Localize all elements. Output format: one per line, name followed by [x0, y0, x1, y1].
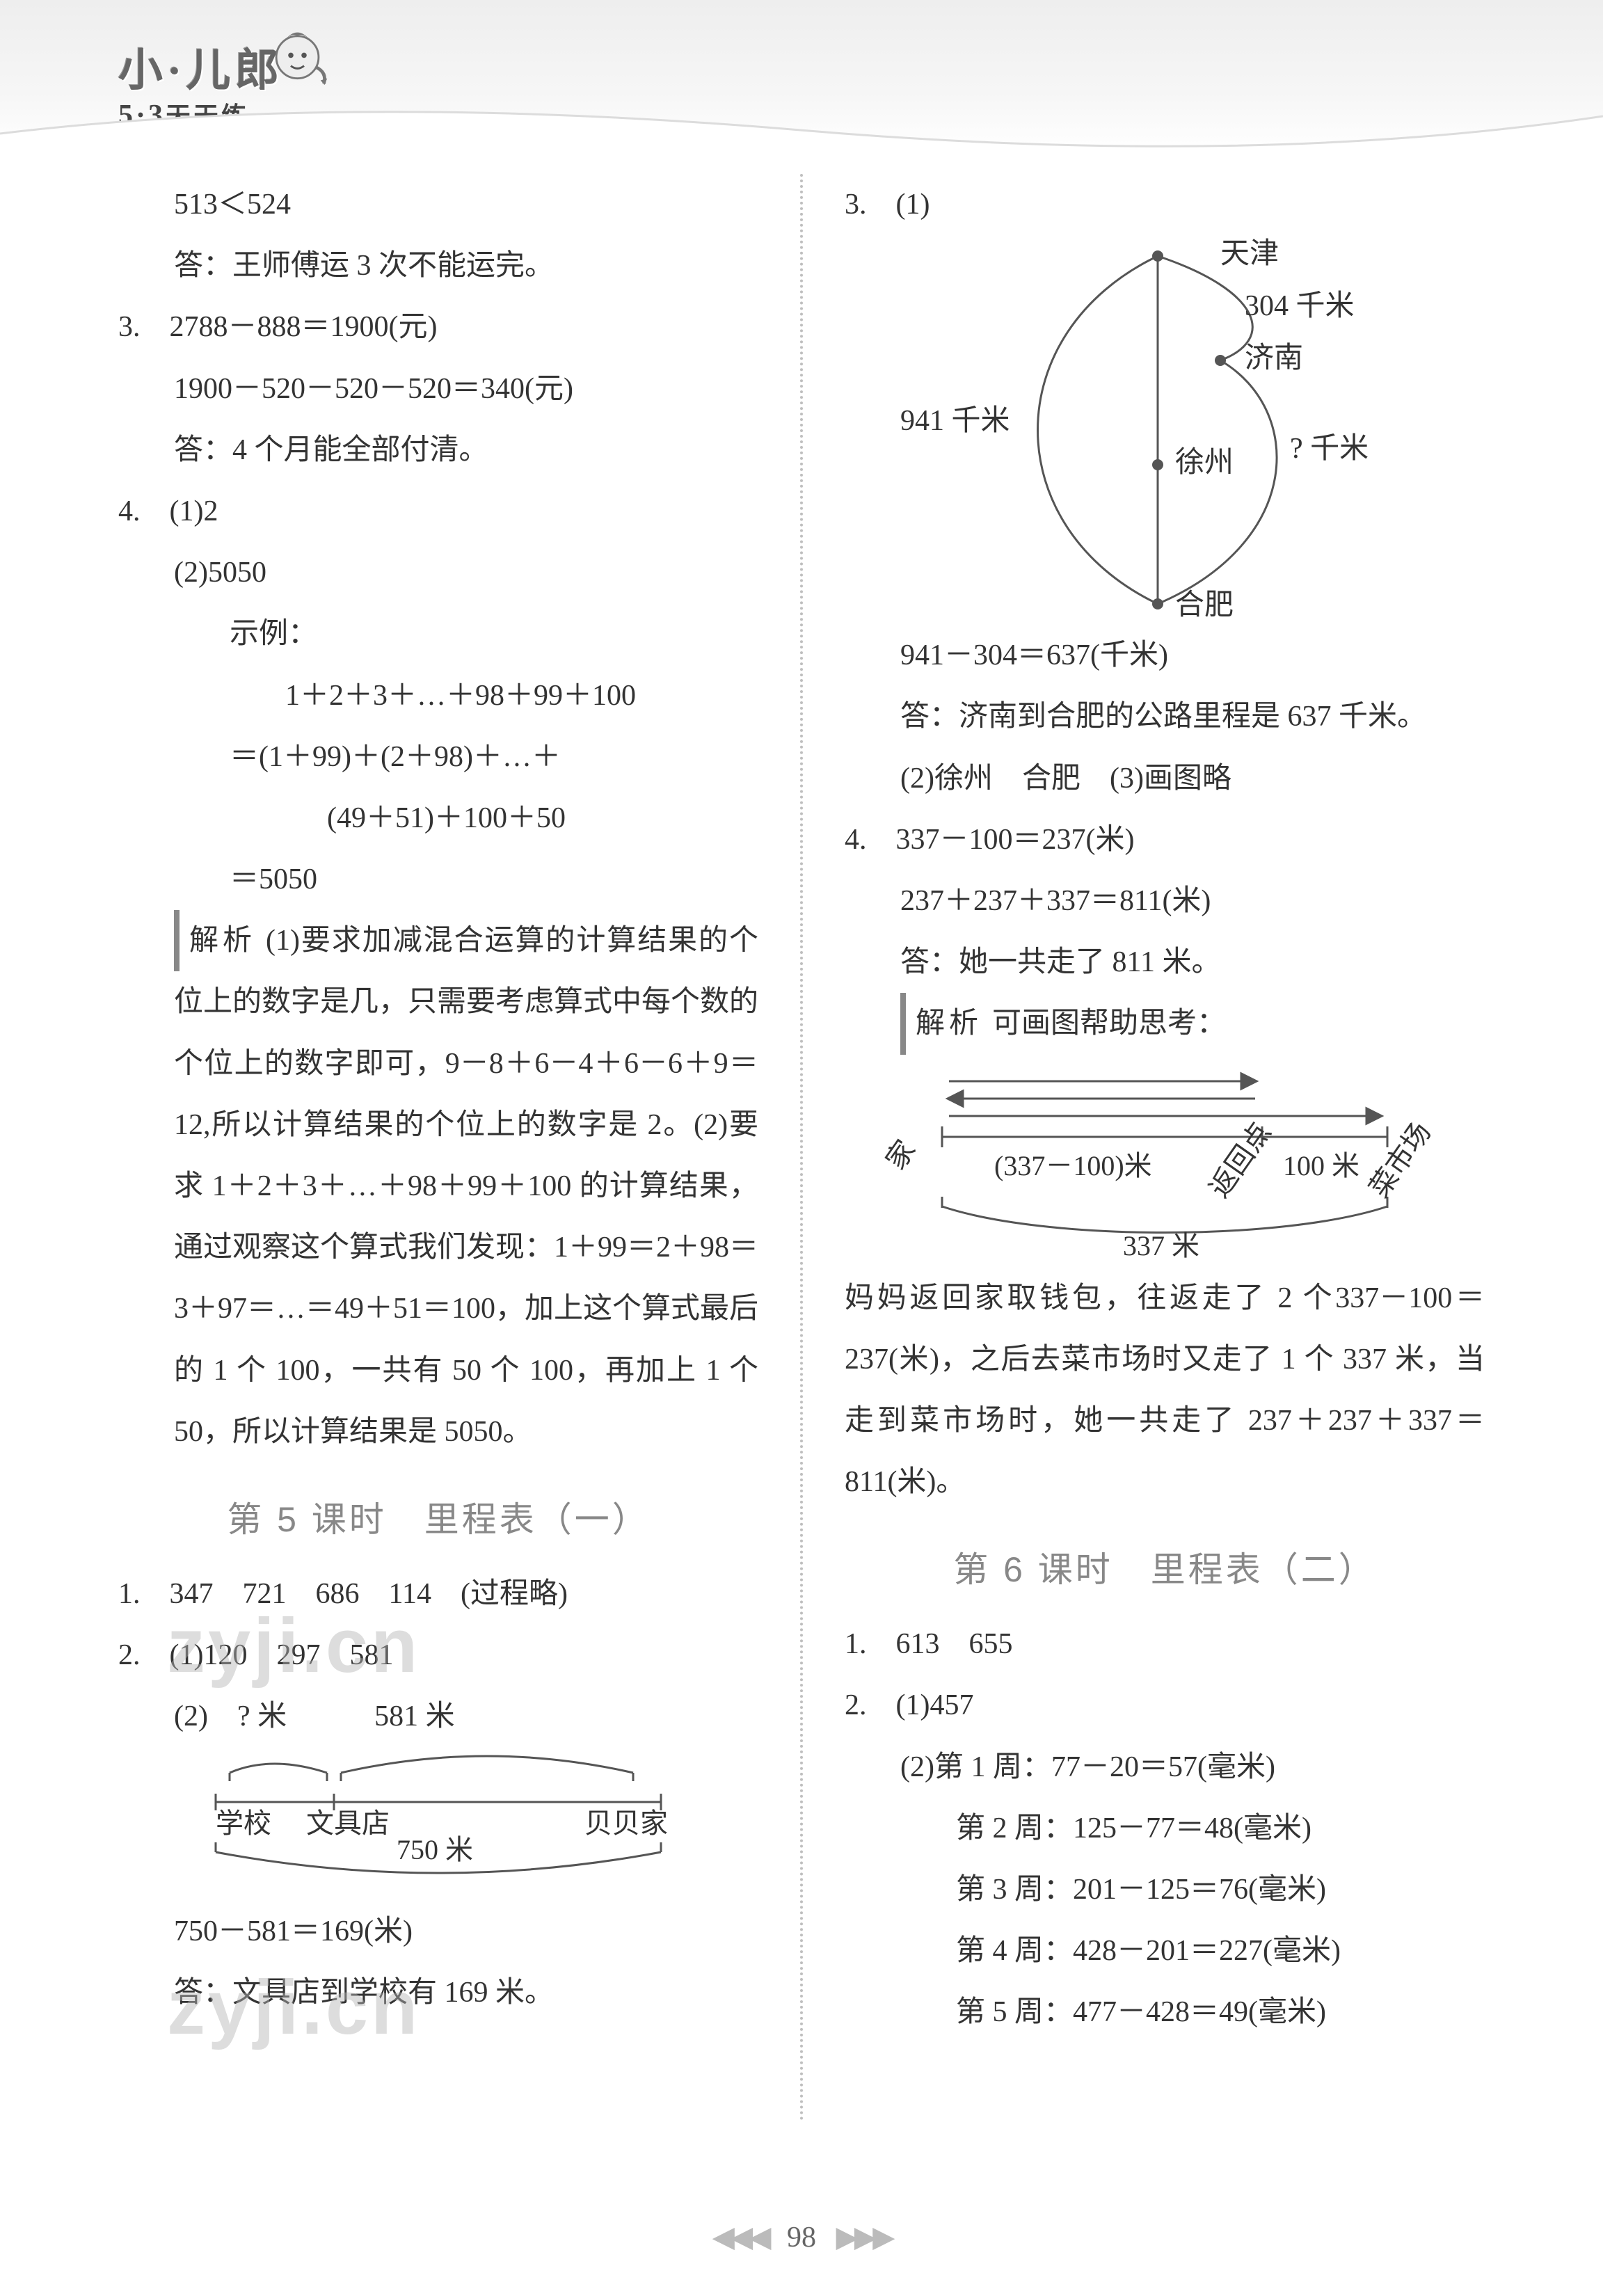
equation: 750－581＝169(米) [118, 1901, 758, 1962]
text-line: (2)第 1 周：77－20＝57(毫米) [845, 1737, 1485, 1798]
analysis-label: 解析 [900, 993, 982, 1054]
text-line: (2) ? 米 581 米 [118, 1686, 758, 1747]
distance-label: 941 千米 [900, 405, 1010, 437]
text-line: 4. 337－100＝237(米) [845, 809, 1485, 870]
text-line: 3. (1) [845, 174, 1485, 235]
text-line: 答：4 个月能全部付清。 [118, 420, 758, 481]
diagram-label: (337－100)米 [994, 1150, 1152, 1181]
diagram-label: 贝贝家 [584, 1808, 668, 1839]
equation: 1＋2＋3＋…＋98＋99＋100 [118, 665, 758, 726]
distance-diagram-1: 学校 文具店 贝贝家 750 米 [188, 1748, 717, 1901]
header-wave [0, 92, 1603, 154]
distance-label: ? 千米 [1290, 433, 1369, 465]
diagram-label: 337 米 [1123, 1230, 1199, 1261]
mascot-icon [264, 21, 330, 87]
text-line: 2. (1)457 [845, 1675, 1485, 1736]
leaf-distance-diagram: 天津 304 千米 济南 941 千米 徐州 ? 千米 合肥 [859, 235, 1429, 625]
text-line: 第 5 周：477－428＝49(毫米) [845, 1982, 1485, 2043]
diagram-label: 学校 [216, 1808, 271, 1839]
section-5-title: 第 5 课时 里程表（一） [118, 1483, 758, 1556]
diagram-label: 菜市场 [1364, 1117, 1437, 1203]
analysis-label: 解析 [174, 910, 256, 971]
text-line: 答：王师傅运 3 次不能运完。 [118, 235, 758, 296]
equation: 941－304＝637(千米) [845, 625, 1485, 686]
text-line: 示例： [118, 603, 758, 664]
analysis-block: 解析可画图帮助思考： [845, 993, 1485, 1054]
diagram-label: ? 米 [237, 1700, 287, 1732]
city-label: 济南 [1245, 342, 1303, 374]
text-line: 2. (1)120 297 581 [118, 1625, 758, 1686]
answer: 613 655 [896, 1628, 1013, 1660]
right-column: 3. (1) [803, 174, 1485, 2122]
city-label: 合肥 [1175, 589, 1234, 621]
logo-title: 小·儿郎 [118, 35, 283, 99]
diagram-label: 581 米 [374, 1700, 455, 1732]
left-column: 513＜524 答：王师傅运 3 次不能运完。 3. 2788－888＝1900… [118, 174, 800, 2122]
equation: (49＋51)＋100＋50 [118, 788, 758, 849]
text-line: 第 3 周：201－125＝76(毫米) [845, 1859, 1485, 1920]
page: 小·儿郎 5·3天天练 513＜524 答：王师傅运 3 次不能运完。 3. 2… [0, 0, 1603, 2296]
label: (2) [174, 1700, 208, 1732]
page-header: 小·儿郎 5·3天天练 [0, 0, 1603, 153]
text-line: 1. 613 655 [845, 1613, 1485, 1675]
analysis-intro: 可画图帮助思考： [992, 1007, 1226, 1039]
content: 513＜524 答：王师傅运 3 次不能运完。 3. 2788－888＝1900… [0, 153, 1603, 2150]
text-line: (2)徐州 合肥 (3)画图略 [845, 748, 1485, 809]
arrow-right-icon: ▶▶▶ [836, 2222, 891, 2254]
arrow-left-icon: ◀◀◀ [712, 2222, 767, 2254]
text-line: 答：她一共走了 811 米。 [845, 932, 1485, 993]
equation: ＝(1＋99)＋(2＋98)＋…＋ [118, 726, 758, 788]
distance-diagram-2: 家 (337－100)米 返回点 100 米 菜市场 337 米 [872, 1060, 1443, 1262]
analysis-text: 妈妈返回家取钱包，往返走了 2 个337－100＝237(米)，之后去菜市场时又… [845, 1268, 1485, 1513]
diagram-label: 100 米 [1283, 1150, 1359, 1181]
city-label: 天津 [1220, 238, 1279, 270]
equation: 2788－888＝1900(元) [170, 311, 438, 343]
text-line: 1. 347 721 686 114 (过程略) [118, 1563, 758, 1625]
text-line: 答：济南到合肥的公路里程是 637 千米。 [845, 686, 1485, 747]
answer: (1)457 [896, 1689, 974, 1721]
text-line: 第 4 周：428－201＝227(毫米) [845, 1920, 1485, 1982]
diagram-label: 文具店 [306, 1808, 390, 1839]
answer: 347 721 686 114 (过程略) [170, 1578, 568, 1610]
analysis-text: (1)要求加减混合运算的计算结果的个位上的数字是几，只需要考虑算式中每个数的个位… [174, 925, 758, 1448]
answer: (1)120 297 581 [170, 1639, 394, 1671]
page-footer: ◀◀◀ 98 ▶▶▶ [0, 2219, 1603, 2254]
diagram-label: 返回点 [1204, 1117, 1277, 1203]
diagram-label: 750 米 [397, 1834, 473, 1865]
text-line: 第 2 周：125－77＝48(毫米) [845, 1798, 1485, 1859]
text-line: (2)5050 [118, 542, 758, 603]
text-line: 答：文具店到学校有 169 米。 [118, 1962, 758, 2023]
label: (1) [896, 189, 930, 221]
analysis-block: 解析(1)要求加减混合运算的计算结果的个位上的数字是几，只需要考虑算式中每个数的… [118, 910, 758, 1462]
equation: 237＋237＋337＝811(米) [845, 870, 1485, 932]
section-6-title: 第 6 课时 里程表（二） [845, 1533, 1485, 1607]
distance-label: 304 千米 [1245, 290, 1355, 322]
text-line: 1900－520－520－520＝340(元) [118, 358, 758, 420]
answer: (1)2 [170, 495, 218, 527]
city-label: 徐州 [1175, 447, 1234, 479]
text-line: 513＜524 [118, 174, 758, 235]
page-number: 98 [787, 2222, 816, 2254]
text-line: 3. 2788－888＝1900(元) [118, 296, 758, 358]
text-line: 4. (1)2 [118, 481, 758, 542]
equation: 337－100＝237(米) [896, 824, 1135, 856]
equation: ＝5050 [118, 849, 758, 910]
diagram-label: 家 [880, 1134, 922, 1175]
